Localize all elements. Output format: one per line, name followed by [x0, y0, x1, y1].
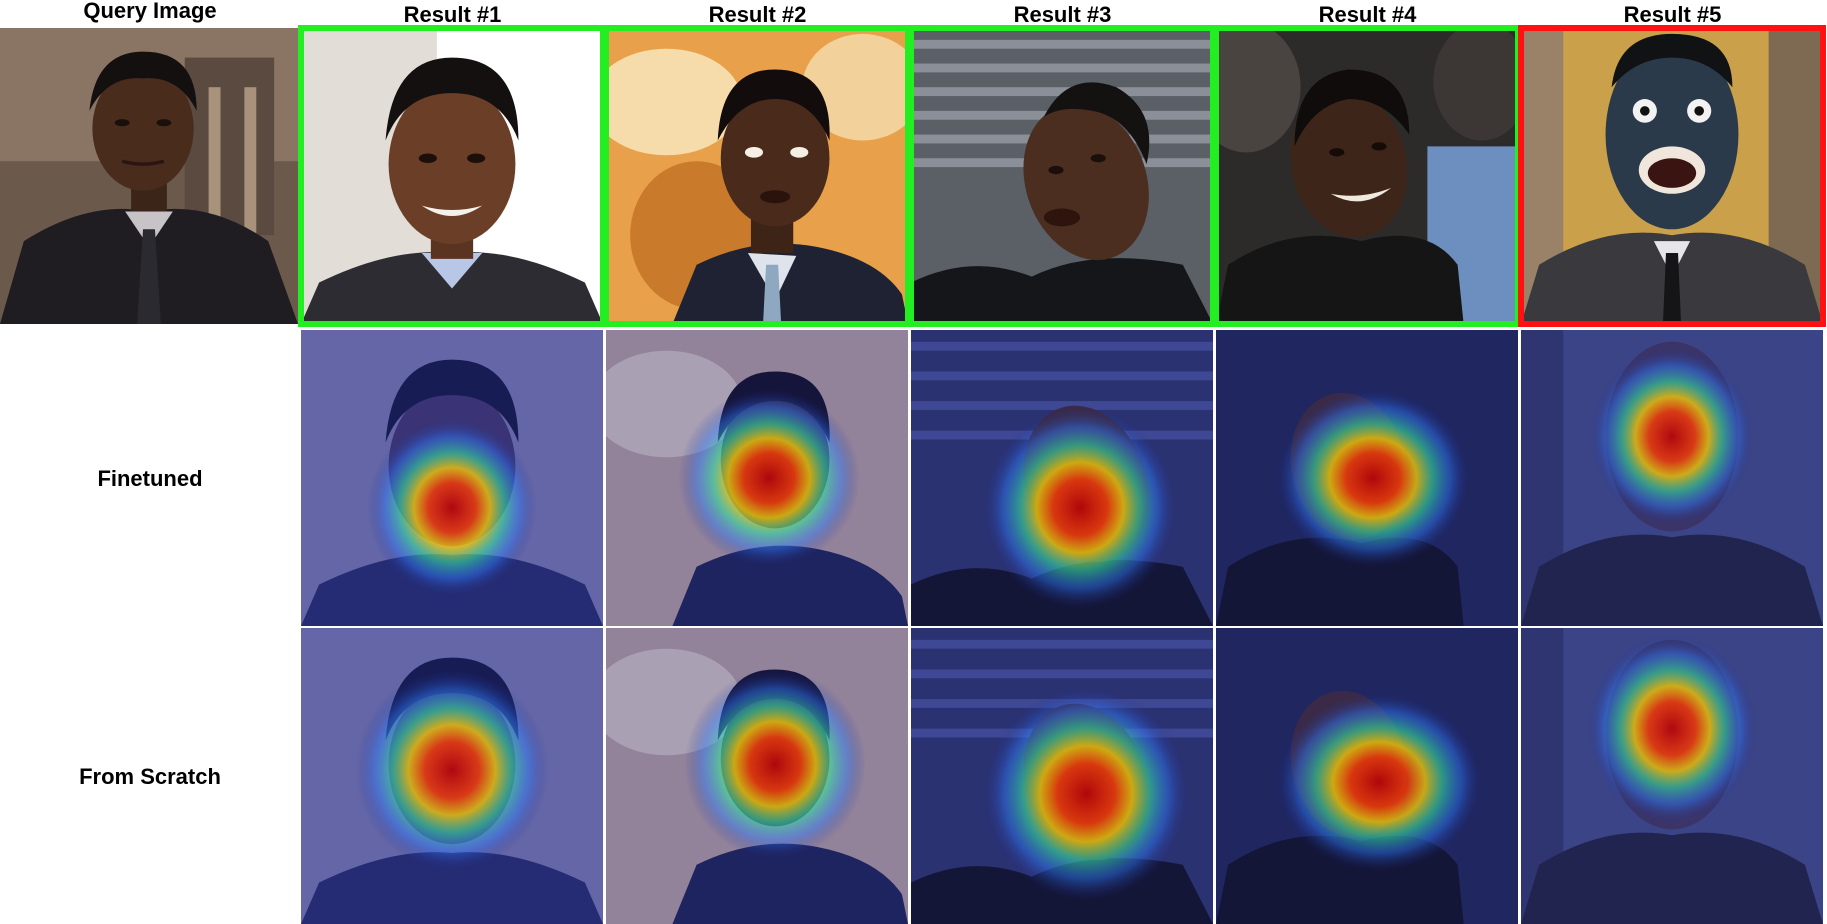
- result-2-photo: [606, 28, 908, 324]
- scratch-heatmap-2: [606, 628, 908, 924]
- result-2-header: Result #2: [708, 2, 807, 27]
- scratch-heatmap-4: [1216, 628, 1518, 924]
- row-label-from-scratch: From Scratch: [79, 764, 221, 789]
- finetuned-heatmap-4: [1216, 330, 1518, 626]
- result-1-header: Result #1: [403, 2, 502, 27]
- result-4-photo: [1216, 28, 1518, 324]
- finetuned-heatmap-1: [301, 330, 603, 626]
- query-photo: [0, 28, 298, 324]
- result-5-header: Result #5: [1623, 2, 1722, 27]
- scratch-heatmap-5: [1521, 628, 1823, 924]
- finetuned-heatmap-3: [911, 330, 1213, 626]
- result-4-header: Result #4: [1318, 2, 1417, 27]
- result-3-photo: [911, 28, 1213, 324]
- scratch-heatmap-3: [911, 628, 1213, 924]
- result-1-photo: [301, 28, 603, 324]
- row-label-finetuned: Finetuned: [97, 466, 203, 491]
- query-image-header: Query Image: [83, 0, 217, 23]
- result-3-header: Result #3: [1013, 2, 1112, 27]
- finetuned-heatmap-2: [606, 330, 908, 626]
- result-5-photo: [1521, 28, 1823, 324]
- scratch-heatmap-1: [301, 628, 603, 924]
- finetuned-heatmap-5: [1521, 330, 1823, 626]
